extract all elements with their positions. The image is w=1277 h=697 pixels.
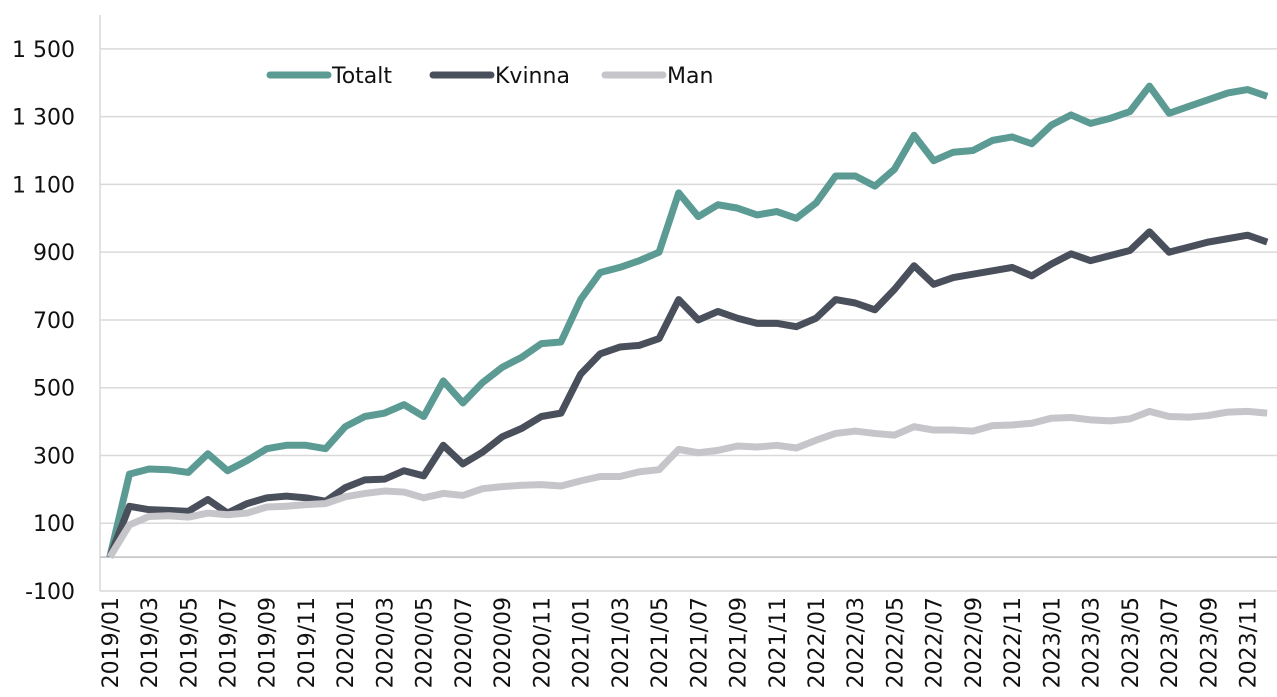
y-tick-label: 500 <box>33 377 75 402</box>
x-tick-label: 2023/09 <box>1197 597 1222 688</box>
x-tick-label: 2022/07 <box>923 597 948 688</box>
y-tick-label: -100 <box>25 580 75 605</box>
x-tick-label: 2023/07 <box>1158 597 1183 688</box>
series-line <box>106 407 1268 559</box>
x-tick-label: 2019/03 <box>138 597 163 688</box>
y-tick-label: 1 500 <box>12 38 75 63</box>
x-tick-label: 2023/05 <box>1119 597 1144 688</box>
x-tick-label: 2021/03 <box>609 597 634 688</box>
x-tick-label: 2022/03 <box>844 597 869 688</box>
y-tick-label: 300 <box>33 444 75 469</box>
x-tick-label: 2021/05 <box>648 597 673 688</box>
legend-label: Man <box>667 64 713 89</box>
x-tick-label: 2022/01 <box>805 597 830 688</box>
y-tick-label: 700 <box>33 309 75 334</box>
x-tick-label: 2021/01 <box>570 597 595 688</box>
x-tick-label: 2021/09 <box>727 597 752 688</box>
x-tick-label: 2019/09 <box>256 597 281 688</box>
x-tick-label: 2019/05 <box>177 597 202 688</box>
x-tick-label: 2020/01 <box>334 597 359 688</box>
x-tick-label: 2022/09 <box>962 597 987 688</box>
legend-label: Totalt <box>331 64 392 89</box>
series-line <box>106 82 1269 558</box>
x-tick-label: 2020/05 <box>413 597 438 688</box>
x-tick-label: 2021/07 <box>687 597 712 688</box>
x-tick-label: 2020/07 <box>452 597 477 688</box>
y-tick-label: 1 300 <box>12 106 75 131</box>
x-tick-label: 2020/11 <box>530 597 555 688</box>
legend-label: Kvinna <box>495 64 570 89</box>
x-tick-label: 2023/03 <box>1080 597 1105 688</box>
y-tick-label: 100 <box>33 512 75 537</box>
x-tick-label: 2023/01 <box>1040 597 1065 688</box>
y-tick-label: 900 <box>33 241 75 266</box>
x-tick-label: 2023/11 <box>1237 597 1262 688</box>
x-tick-label: 2020/03 <box>373 597 398 688</box>
x-tick-label: 2021/11 <box>766 597 791 688</box>
y-tick-label: 1 100 <box>12 173 75 198</box>
x-tick-label: 2019/11 <box>295 597 320 688</box>
series-line <box>106 228 1269 559</box>
x-tick-label: 2022/11 <box>1001 597 1026 688</box>
x-tick-label: 2022/05 <box>883 597 908 688</box>
x-tick-label: 2019/07 <box>217 597 242 688</box>
x-tick-label: 2019/01 <box>99 597 124 688</box>
x-tick-label: 2020/09 <box>491 597 516 688</box>
